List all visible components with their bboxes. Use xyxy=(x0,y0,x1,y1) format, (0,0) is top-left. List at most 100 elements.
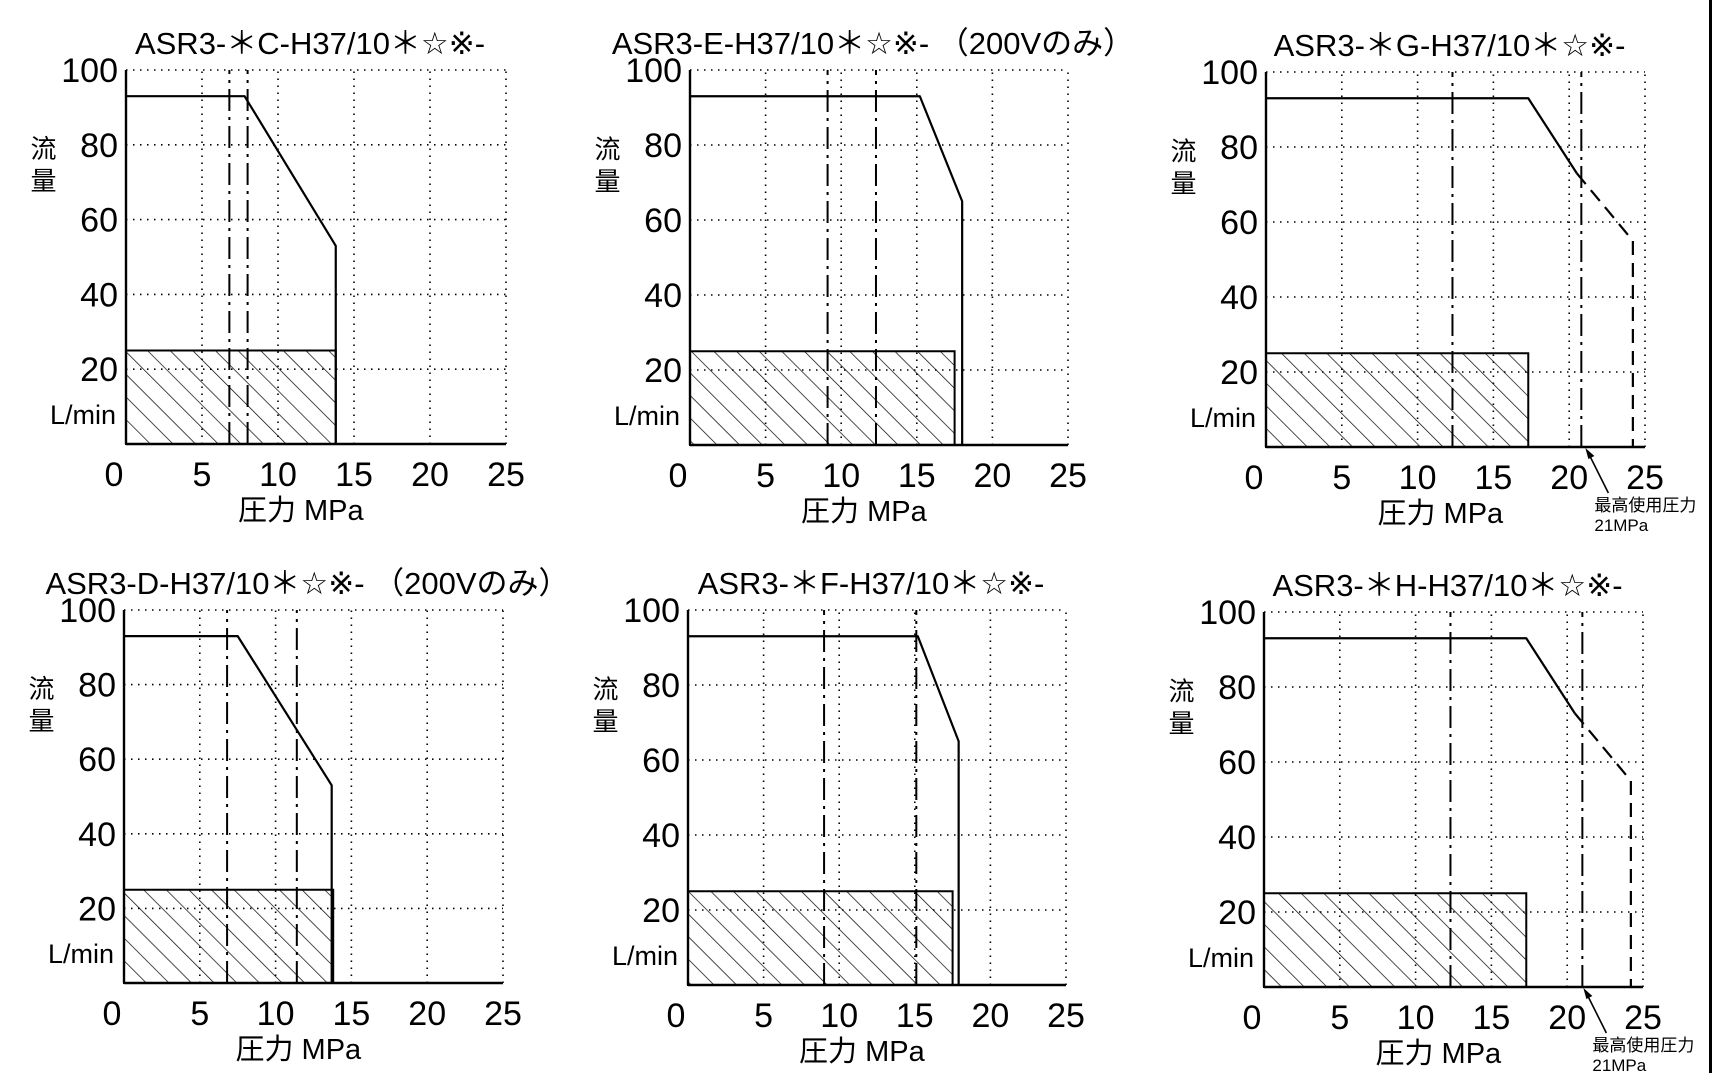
x-tick-label: 25 xyxy=(1049,457,1087,495)
y-tick-label: 60 xyxy=(1218,744,1256,782)
annotation-arrowhead xyxy=(1585,448,1595,459)
chart-title: ASR3-E-H37/10＊☆※- （200Vのみ） xyxy=(612,26,1134,61)
x-tick-label: 25 xyxy=(484,995,522,1033)
x-tick-label: 10 xyxy=(820,997,858,1035)
y-tick-label: 40 xyxy=(1220,279,1258,317)
x-tick-label: 5 xyxy=(1330,999,1349,1037)
x-tick-label: 25 xyxy=(1626,459,1664,497)
annotation-leader xyxy=(1586,450,1610,494)
chart-4: ASR3-D-H37/10＊☆※- （200Vのみ）20406080100L/m… xyxy=(25,566,570,1066)
x-tick-label: 20 xyxy=(971,997,1009,1035)
chart-1: ASR3-＊C-H37/10＊☆※- 20 40 60 80 100 L/min 流量 0 5 10… xyxy=(27,26,525,527)
y-tick-label: 40 xyxy=(644,277,682,315)
y-unit-label: L/min xyxy=(1188,943,1254,973)
y-tick-label: 20 xyxy=(642,892,680,930)
x-axis-label: 圧力 MPa xyxy=(801,495,928,528)
series-line xyxy=(1573,712,1632,987)
hatched-region xyxy=(689,350,956,446)
series-line xyxy=(1575,172,1634,447)
y-tick-label: 60 xyxy=(644,202,682,240)
x-tick-label: 10 xyxy=(822,457,860,495)
y-tick-label: 60 xyxy=(1220,204,1258,242)
annotation-label: 最高使用圧力 xyxy=(1594,495,1696,515)
x-tick-label: 0 xyxy=(667,997,686,1035)
y-tick-label: 100 xyxy=(1201,54,1258,92)
y-unit-label: L/min xyxy=(1190,403,1256,433)
x-tick-label: 10 xyxy=(257,995,295,1033)
hatched-region xyxy=(123,888,335,984)
x-axis-label: 圧力 MPa xyxy=(799,1035,926,1068)
y-tick-label: 80 xyxy=(1220,129,1258,167)
x-tick-label: 20 xyxy=(1550,459,1588,497)
y-tick-label: 80 xyxy=(78,667,116,705)
y-tick-label: 20 xyxy=(644,352,682,390)
hatched-region xyxy=(1263,892,1528,988)
y-tick-label: 100 xyxy=(623,592,680,630)
x-tick-label: 20 xyxy=(408,995,446,1033)
y-tick-label: 20 xyxy=(1220,354,1258,392)
annotation-label: 最高使用圧力 xyxy=(1592,1035,1694,1055)
x-tick-label: 10 xyxy=(259,456,297,494)
x-tick-label: 0 xyxy=(103,995,122,1033)
y-tick-label: 80 xyxy=(644,127,682,165)
series-line xyxy=(124,635,333,983)
y-tick-label: 20 xyxy=(78,890,116,928)
x-tick-label: 20 xyxy=(411,456,449,494)
y-tick-label: 40 xyxy=(642,817,680,855)
series-line xyxy=(1266,97,1578,174)
y-axis-label: 流量 xyxy=(589,675,619,739)
chart-6: ASR3-＊H-H37/10＊☆※- 20 40 60 80 100 L/min 流量 0 5 10… xyxy=(1165,568,1694,1073)
annotation-label: 21MPa xyxy=(1592,1056,1646,1073)
x-tick-label: 0 xyxy=(1243,999,1262,1037)
y-unit-label: L/min xyxy=(614,401,680,431)
x-tick-label: 5 xyxy=(754,997,773,1035)
x-tick-label: 5 xyxy=(756,457,775,495)
y-unit-label: L/min xyxy=(50,400,116,430)
y-tick-label: 100 xyxy=(1199,594,1256,632)
y-axis-label: 流量 xyxy=(591,135,621,199)
chart-3: ASR3-＊G-H37/10＊☆※- 20 40 60 80 100 L/min 流量 0 5 10… xyxy=(1167,28,1696,535)
series-line xyxy=(126,95,337,444)
chart-title: ASR3-＊H-H37/10＊☆※- xyxy=(1272,568,1622,603)
x-axis-label: 圧力 MPa xyxy=(1375,1037,1502,1070)
chart-5: ASR3-＊F-H37/10＊☆※- 20 40 60 80 100 L/min 流量 0 5 10… xyxy=(589,566,1085,1068)
y-unit-label: L/min xyxy=(48,939,114,969)
x-tick-label: 5 xyxy=(1332,459,1351,497)
series-line xyxy=(690,95,964,445)
right-border xyxy=(1709,0,1712,1073)
x-tick-label: 5 xyxy=(193,456,212,494)
x-tick-label: 25 xyxy=(1047,997,1085,1035)
y-axis-label: 流量 xyxy=(27,135,57,199)
y-tick-label: 80 xyxy=(1218,669,1256,707)
x-tick-label: 15 xyxy=(335,456,373,494)
chart-title: ASR3-＊F-H37/10＊☆※- xyxy=(698,566,1045,601)
x-axis-label: 圧力 MPa xyxy=(238,494,365,527)
x-tick-label: 15 xyxy=(896,997,934,1035)
x-axis-label: 圧力 MPa xyxy=(1377,497,1504,530)
y-unit-label: L/min xyxy=(612,941,678,971)
x-tick-label: 15 xyxy=(1474,459,1512,497)
y-tick-label: 100 xyxy=(61,52,118,90)
chart-2: ASR3-E-H37/10＊☆※- （200Vのみ）20406080100L/m… xyxy=(591,26,1134,528)
y-tick-label: 100 xyxy=(59,592,116,630)
series-line xyxy=(1264,637,1576,714)
y-tick-label: 80 xyxy=(642,667,680,705)
annotation-label: 21MPa xyxy=(1594,516,1648,535)
y-axis-label: 流量 xyxy=(1167,137,1197,201)
x-tick-label: 0 xyxy=(1245,459,1264,497)
y-tick-label: 40 xyxy=(1218,819,1256,857)
y-tick-label: 40 xyxy=(80,276,118,314)
x-tick-label: 0 xyxy=(105,456,124,494)
x-tick-label: 10 xyxy=(1399,459,1437,497)
x-tick-label: 25 xyxy=(1624,999,1662,1037)
series-line xyxy=(688,635,960,985)
x-tick-label: 15 xyxy=(1472,999,1510,1037)
x-tick-label: 5 xyxy=(190,995,209,1033)
y-tick-label: 80 xyxy=(80,127,118,165)
x-axis-label: 圧力 MPa xyxy=(235,1033,362,1066)
y-axis-label: 流量 xyxy=(25,675,55,739)
x-tick-label: 15 xyxy=(332,995,370,1033)
annotation-leader xyxy=(1584,990,1608,1034)
chart-title: ASR3-D-H37/10＊☆※- （200Vのみ） xyxy=(45,566,569,601)
